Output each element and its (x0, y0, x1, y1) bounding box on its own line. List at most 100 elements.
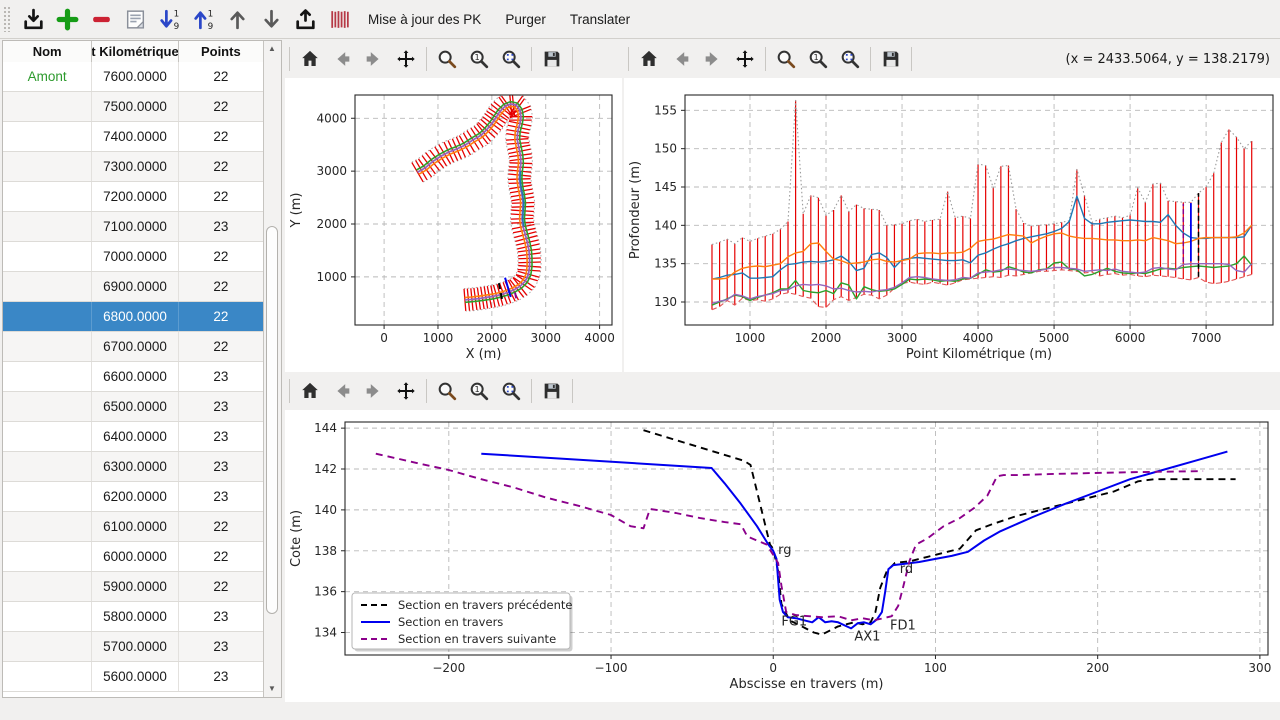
table-row[interactable]: 6000.0000 22 (3, 542, 264, 572)
table-row[interactable]: 5600.0000 23 (3, 662, 264, 692)
sections-button[interactable] (322, 3, 356, 35)
table-row[interactable]: 6800.0000 22 (3, 302, 264, 332)
table-row[interactable]: 7000.0000 22 (3, 242, 264, 272)
cell-nom[interactable] (3, 662, 93, 691)
cell-nom[interactable] (3, 152, 93, 181)
pan-button[interactable] (391, 376, 421, 406)
cell-points[interactable]: 23 (179, 482, 264, 511)
cell-points[interactable]: 23 (179, 662, 264, 691)
cell-pk[interactable]: 5700.0000 (92, 632, 179, 661)
scroll-down-arrow-icon[interactable]: ▼ (268, 684, 276, 693)
cell-pk[interactable]: 6500.0000 (92, 392, 179, 421)
cell-pk[interactable]: 7000.0000 (92, 242, 179, 271)
cell-pk[interactable]: 6000.0000 (92, 542, 179, 571)
translate-button[interactable]: Translater (558, 4, 642, 34)
cell-nom[interactable] (3, 212, 93, 241)
cell-pk[interactable]: 5900.0000 (92, 572, 179, 601)
cell-nom[interactable] (3, 332, 93, 361)
zoom-fit-button[interactable] (496, 376, 526, 406)
cell-pk[interactable]: 6300.0000 (92, 452, 179, 481)
zoom-button[interactable] (432, 376, 462, 406)
forward-button[interactable] (359, 44, 389, 74)
cell-points[interactable]: 23 (179, 602, 264, 631)
table-row[interactable]: 7100.0000 23 (3, 212, 264, 242)
toolbar-grip[interactable] (3, 6, 12, 32)
cell-points[interactable]: 22 (179, 122, 264, 151)
cell-nom[interactable] (3, 542, 93, 571)
cell-nom[interactable] (3, 482, 93, 511)
scroll-up-arrow-icon[interactable]: ▲ (268, 44, 276, 53)
cell-points[interactable]: 22 (179, 272, 264, 301)
cell-nom[interactable] (3, 392, 93, 421)
cell-pk[interactable]: 6700.0000 (92, 332, 179, 361)
table-row[interactable]: 6300.0000 23 (3, 452, 264, 482)
cell-pk[interactable]: 7500.0000 (92, 92, 179, 121)
cell-nom[interactable] (3, 452, 93, 481)
profile-figure-canvas[interactable]: 1000 2000 3000 4000 5000 6000 7000 130 135 140 145… (624, 78, 1280, 372)
cell-pk[interactable]: 5600.0000 (92, 662, 179, 691)
column-header-points[interactable]: Points (179, 41, 264, 62)
pan-button[interactable] (730, 44, 760, 74)
cell-nom[interactable] (3, 272, 93, 301)
cell-pk[interactable]: 6200.0000 (92, 482, 179, 511)
home-button[interactable] (295, 376, 325, 406)
cell-nom[interactable] (3, 182, 93, 211)
forward-button[interactable] (698, 44, 728, 74)
table-row[interactable]: 6100.0000 22 (3, 512, 264, 542)
cell-points[interactable]: 23 (179, 632, 264, 661)
move-up-button[interactable] (220, 3, 254, 35)
cell-pk[interactable]: 5800.0000 (92, 602, 179, 631)
cell-pk[interactable]: 7400.0000 (92, 122, 179, 151)
home-button[interactable] (295, 44, 325, 74)
map-figure-canvas[interactable]: 0 1000 2000 3000 4000 1000 2000 3000 4000 X (m) Y … (285, 78, 622, 372)
cell-points[interactable]: 22 (179, 512, 264, 541)
cell-points[interactable]: 22 (179, 302, 264, 331)
cell-points[interactable]: 22 (179, 542, 264, 571)
cell-points[interactable]: 23 (179, 212, 264, 241)
cell-points[interactable]: 23 (179, 452, 264, 481)
cell-pk[interactable]: 6600.0000 (92, 362, 179, 391)
cell-points[interactable]: 23 (179, 362, 264, 391)
table-row[interactable]: Amont 7600.0000 22 (3, 62, 264, 92)
forward-button[interactable] (359, 376, 389, 406)
cell-nom[interactable] (3, 92, 93, 121)
cell-pk[interactable]: 6100.0000 (92, 512, 179, 541)
cell-points[interactable]: 22 (179, 62, 264, 91)
pan-button[interactable] (391, 44, 421, 74)
scrollbar-thumb[interactable] (266, 226, 278, 614)
cell-nom[interactable] (3, 602, 93, 631)
cell-nom[interactable]: Amont (3, 62, 93, 91)
cell-pk[interactable]: 6400.0000 (92, 422, 179, 451)
cell-nom[interactable] (3, 242, 93, 271)
table-row[interactable]: 5700.0000 23 (3, 632, 264, 662)
table-row[interactable]: 7300.0000 22 (3, 152, 264, 182)
save-button[interactable] (876, 44, 906, 74)
cell-points[interactable]: 22 (179, 242, 264, 271)
cell-pk[interactable]: 6900.0000 (92, 272, 179, 301)
zoom-fit-button[interactable] (496, 44, 526, 74)
update-pk-button[interactable]: Mise à jour des PK (356, 4, 493, 34)
table-row[interactable]: 5900.0000 22 (3, 572, 264, 602)
column-header-pk[interactable]: t Kilométrique (92, 41, 179, 62)
move-down-button[interactable] (254, 3, 288, 35)
cell-nom[interactable] (3, 302, 93, 331)
table-vertical-scrollbar[interactable]: ▲ ▼ (263, 41, 281, 697)
zoom-one-button[interactable]: 1 (803, 44, 833, 74)
back-button[interactable] (327, 44, 357, 74)
zoom-button[interactable] (771, 44, 801, 74)
cell-nom[interactable] (3, 632, 93, 661)
cell-pk[interactable]: 6800.0000 (92, 302, 179, 331)
table-row[interactable]: 6900.0000 22 (3, 272, 264, 302)
cell-points[interactable]: 22 (179, 92, 264, 121)
cell-nom[interactable] (3, 512, 93, 541)
table-row[interactable]: 6400.0000 23 (3, 422, 264, 452)
save-button[interactable] (537, 44, 567, 74)
table-row[interactable]: 5800.0000 23 (3, 602, 264, 632)
zoom-one-button[interactable]: 1 (464, 44, 494, 74)
save-button[interactable] (537, 376, 567, 406)
cell-nom[interactable] (3, 572, 93, 601)
cell-points[interactable]: 22 (179, 332, 264, 361)
cell-points[interactable]: 22 (179, 182, 264, 211)
